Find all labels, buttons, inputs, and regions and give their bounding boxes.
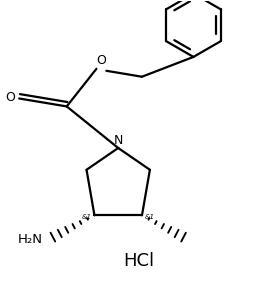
Text: &1: &1 [145, 214, 155, 220]
Text: N: N [113, 133, 123, 147]
Text: O: O [5, 91, 15, 104]
Text: &1: &1 [81, 214, 91, 220]
Text: O: O [96, 54, 106, 67]
Text: H₂N: H₂N [18, 233, 43, 246]
Text: HCl: HCl [123, 252, 155, 270]
